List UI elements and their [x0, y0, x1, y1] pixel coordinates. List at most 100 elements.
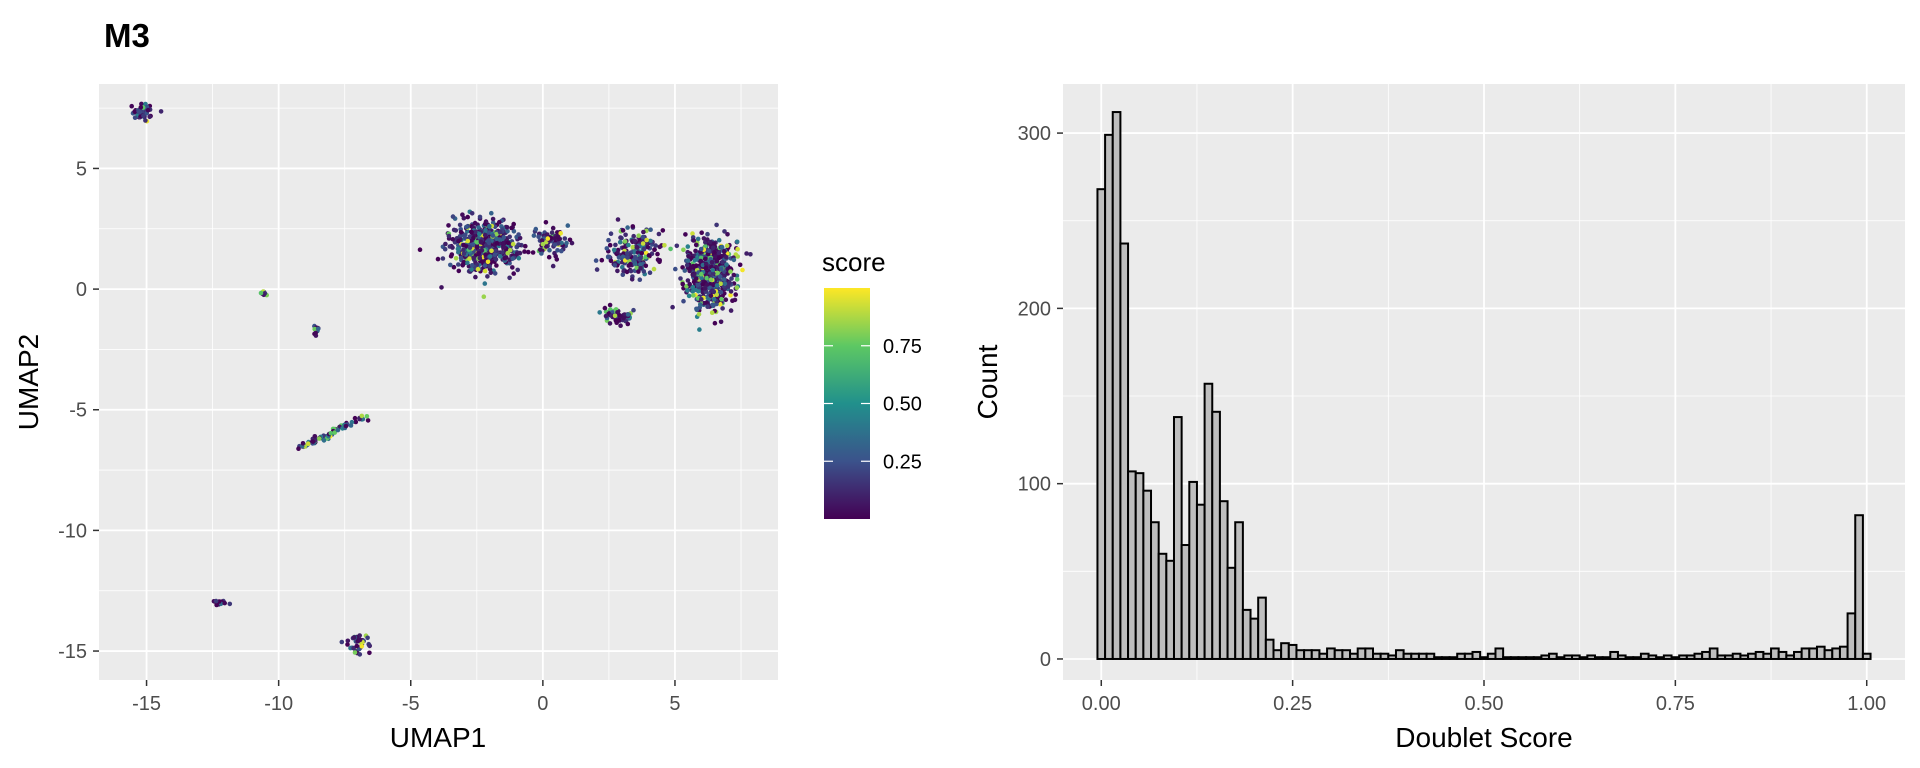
histogram-bar [1815, 645, 1826, 660]
histogram-bar [1326, 647, 1336, 660]
histogram-bar [1624, 656, 1635, 660]
umap-x-tick-label: 5 [669, 693, 680, 715]
umap-point [717, 301, 723, 307]
umap-point [624, 269, 630, 275]
umap-point [640, 241, 646, 246]
umap-point [728, 289, 734, 294]
umap-point [305, 441, 311, 447]
umap-point [310, 439, 316, 444]
umap-point [312, 434, 318, 439]
umap-point [673, 266, 678, 272]
umap-point [620, 254, 626, 259]
umap-point [313, 330, 319, 336]
umap-point [674, 243, 680, 249]
histogram-bar [1111, 111, 1122, 660]
umap-x-tick-label: -15 [132, 693, 161, 715]
histogram-bar [1525, 656, 1535, 660]
histogram-bar [1211, 410, 1221, 660]
umap-point [733, 292, 738, 297]
umap-point [442, 246, 448, 252]
umap-point [727, 280, 732, 286]
umap-point [366, 643, 372, 648]
umap-point [467, 245, 473, 250]
umap-point [296, 446, 301, 452]
umap-point [691, 238, 697, 243]
figure-title: M3 [104, 17, 150, 54]
umap-point [451, 227, 457, 233]
umap-point [699, 230, 704, 235]
umap-point [482, 263, 488, 268]
umap-point [693, 242, 699, 248]
histogram-bar [1096, 188, 1107, 660]
umap-point [748, 252, 753, 257]
umap-point [638, 255, 643, 261]
umap-point [507, 275, 512, 281]
umap-point [487, 223, 492, 229]
umap-point [720, 306, 725, 311]
histogram-bar [1203, 382, 1214, 660]
umap-point [629, 277, 635, 282]
histogram-bar [1440, 656, 1451, 660]
umap-point [623, 232, 628, 238]
umap-point [695, 282, 700, 288]
histogram-bar [1264, 638, 1275, 660]
umap-point [558, 231, 563, 236]
umap-point [468, 229, 474, 235]
umap-point [699, 297, 704, 302]
umap-point [631, 233, 636, 239]
umap-point [511, 271, 516, 276]
umap-point [711, 245, 716, 250]
umap-point [137, 110, 143, 115]
umap-point [448, 262, 453, 268]
histogram-bars [1096, 111, 1872, 660]
umap-point [258, 290, 264, 296]
umap-point [530, 250, 536, 255]
histogram-bar [1502, 656, 1512, 660]
umap-point [343, 423, 349, 429]
umap-point [439, 285, 444, 290]
umap-point [138, 105, 144, 110]
histogram-bar [1708, 647, 1719, 660]
histogram-bar [1341, 649, 1352, 660]
umap-y-tick-label: -10 [58, 520, 87, 542]
umap-point [488, 254, 493, 259]
umap-point [501, 235, 507, 240]
umap-point [485, 259, 491, 265]
umap-point [684, 283, 689, 289]
umap-point [565, 223, 571, 228]
legend-tick-label: 0.75 [883, 336, 922, 358]
umap-point [510, 256, 515, 261]
histogram-bar [1670, 656, 1681, 660]
hist-x-tick-label: 0.50 [1465, 693, 1504, 715]
umap-point [714, 222, 719, 228]
umap-point [569, 240, 575, 246]
umap-point [648, 227, 653, 232]
umap-point [312, 326, 318, 332]
umap-point [463, 232, 468, 237]
umap-point [132, 115, 138, 120]
histogram-bar [1142, 489, 1153, 660]
umap-point [471, 255, 477, 261]
umap-point [703, 265, 709, 271]
umap-point [694, 307, 700, 313]
umap-point [359, 644, 365, 649]
umap-point [725, 284, 731, 289]
umap-point [612, 263, 618, 268]
umap-point [555, 248, 560, 253]
histogram-bar [1861, 652, 1872, 660]
umap-point [641, 246, 647, 252]
histogram-bar [1349, 652, 1359, 660]
umap-point [618, 323, 623, 329]
umap-point [497, 253, 503, 259]
umap-point [723, 297, 729, 303]
umap-scatter-chart: -15 -10 -5 0 5 5 0 -5 -10 -15 UMAP1 UMAP2 [13, 84, 778, 753]
histogram-bar [1356, 647, 1367, 660]
umap-point [694, 256, 700, 262]
histogram-bar [1372, 652, 1382, 660]
umap-point [638, 262, 643, 267]
umap-point [479, 248, 485, 253]
umap-point [710, 281, 715, 287]
histogram-bar [1785, 654, 1795, 660]
histogram-bar [1532, 656, 1543, 660]
